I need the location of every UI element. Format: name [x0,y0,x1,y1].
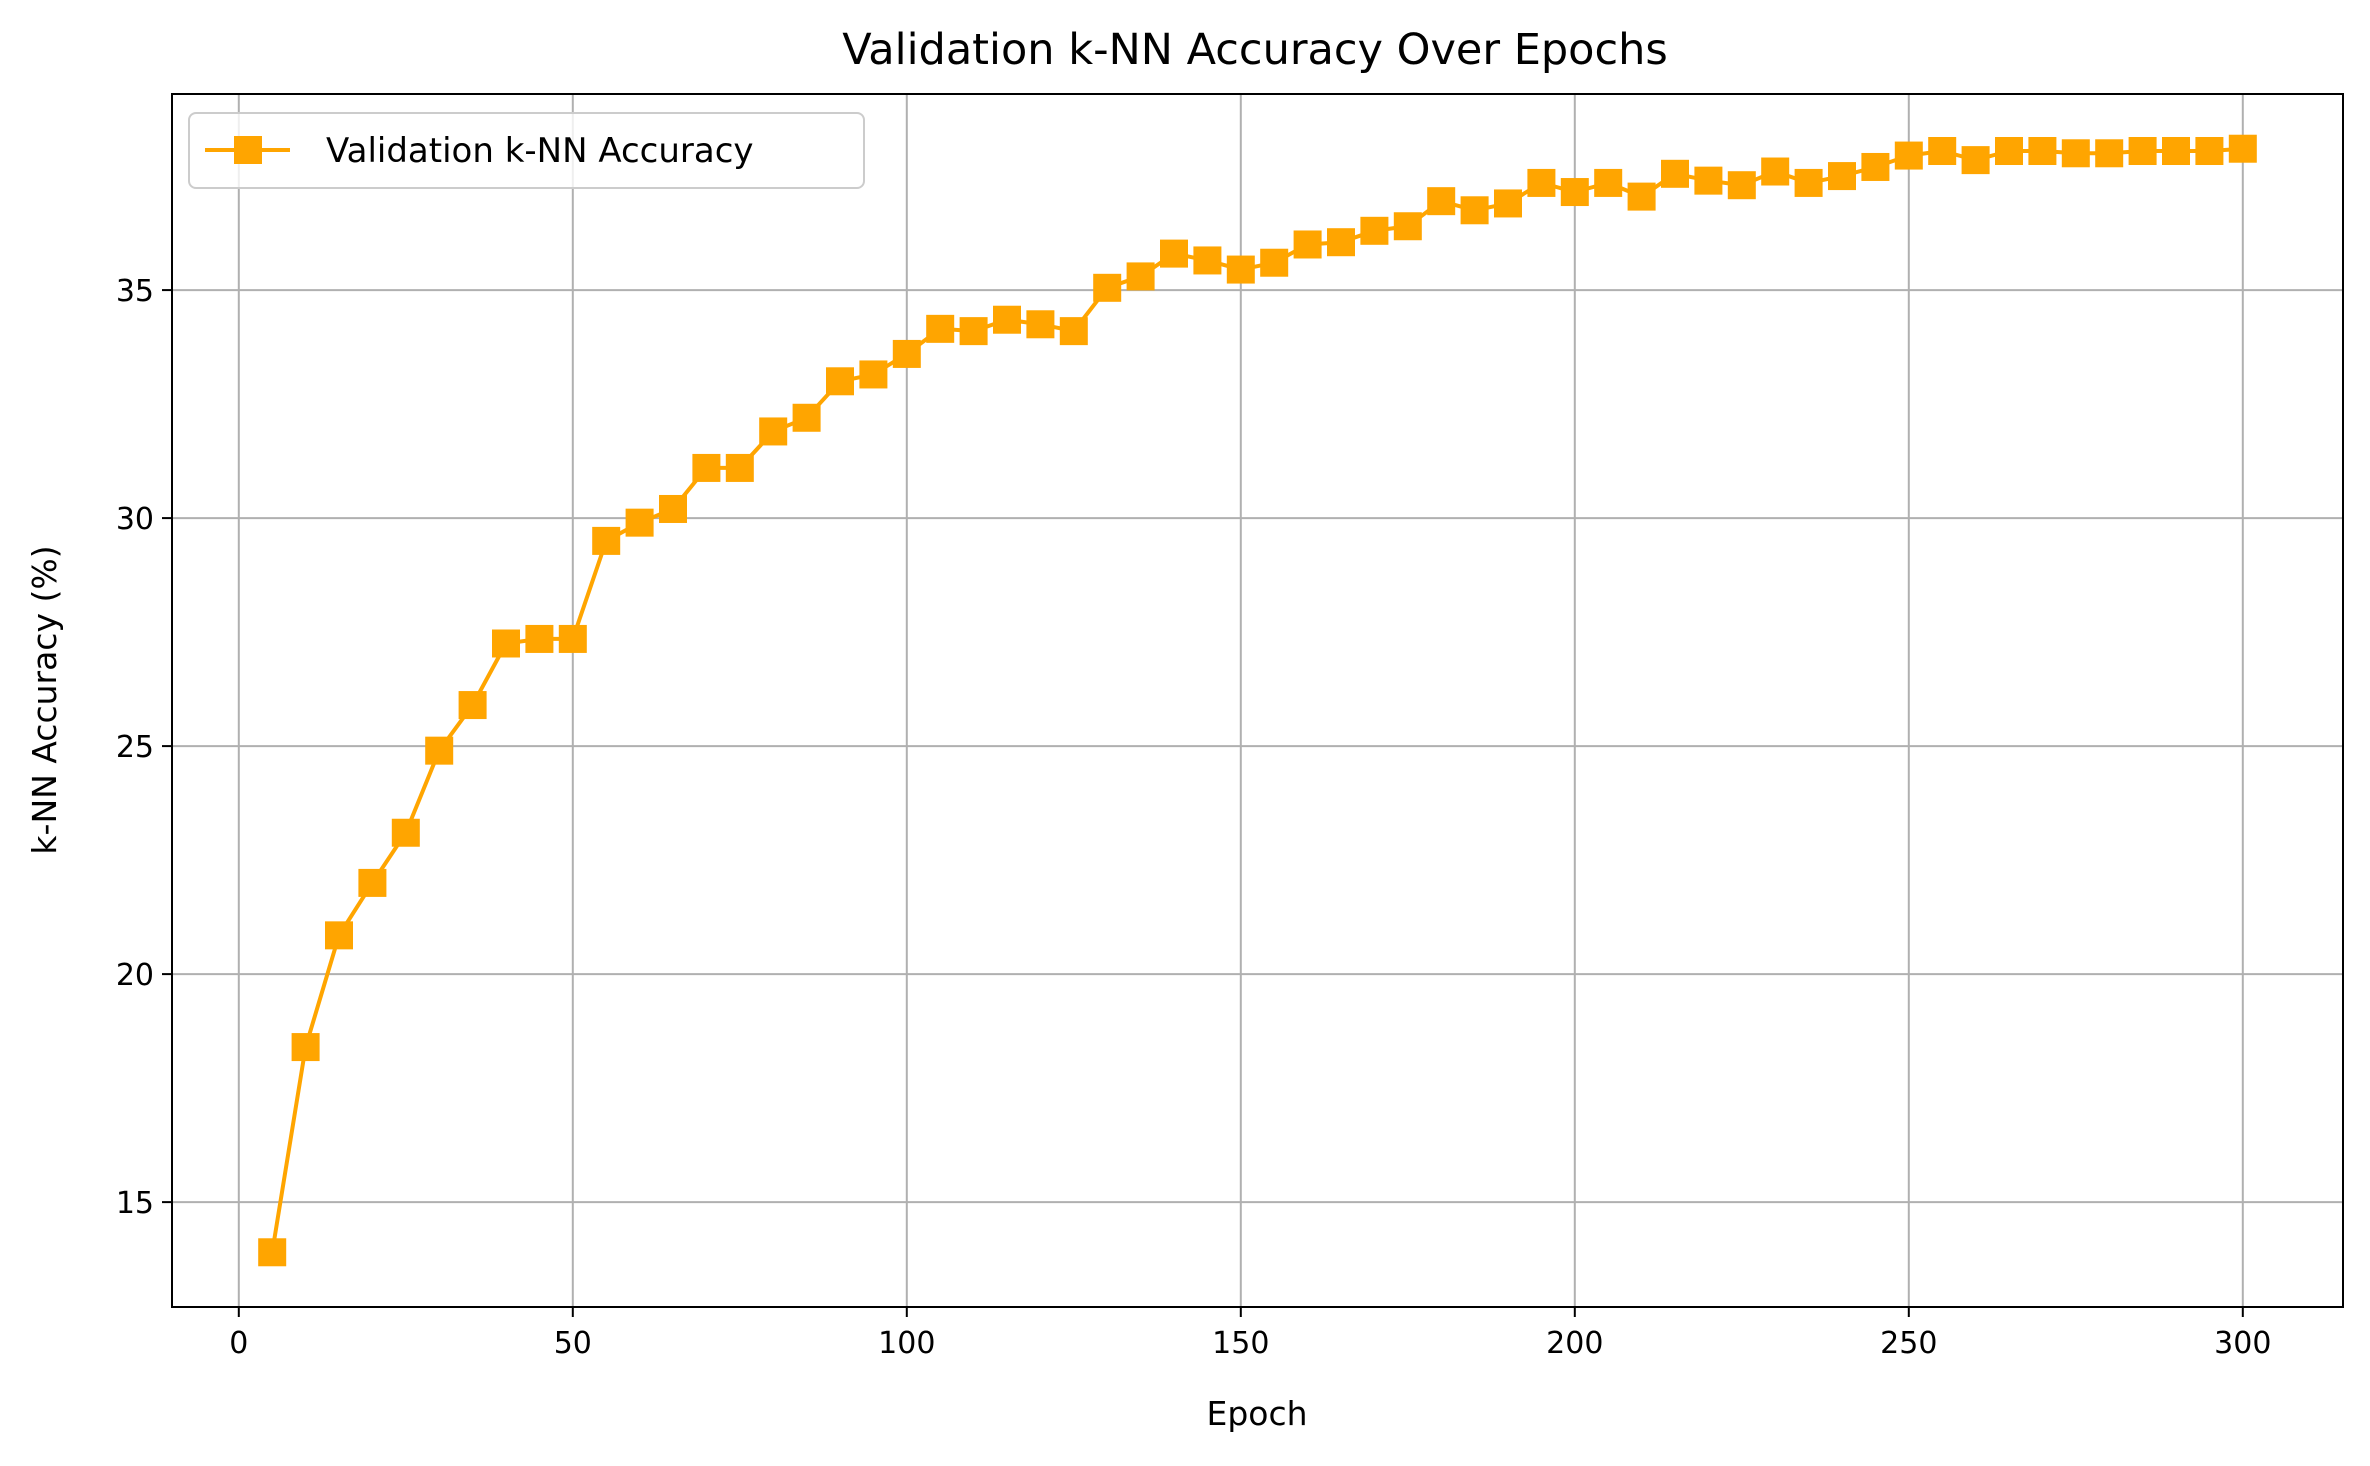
data-point-marker [2162,137,2190,166]
data-point-marker [1093,273,1122,302]
data-point-marker [2061,139,2090,168]
data-point-marker [592,526,621,555]
data-point-marker [659,494,687,523]
data-point-marker [2028,137,2057,166]
x-tick-label: 100 [878,1326,935,1361]
data-point-marker [1627,182,1656,211]
data-point-marker [1961,146,1990,175]
data-point-marker [1327,228,1355,257]
data-point-marker [625,508,654,537]
y-tick-label: 35 [116,274,154,309]
data-point-marker [2128,137,2157,166]
data-point-marker [1460,196,1489,225]
x-tick-label: 0 [229,1326,248,1361]
data-point-marker [358,868,387,897]
data-point-marker [558,624,587,653]
x-tick-label: 300 [2214,1326,2271,1361]
data-point-marker [1794,168,1823,197]
plot-frame [171,93,2344,1308]
chart-title: Validation k-NN Accuracy Over Epochs [842,25,1668,75]
x-tick-label: 50 [554,1326,592,1361]
data-point-marker [826,367,854,396]
legend: Validation k-NN Accuracy [188,112,865,189]
data-point-marker [1260,248,1289,277]
data-point-marker [1861,152,1890,181]
data-point-marker [2095,139,2124,168]
legend-marker [234,136,262,164]
x-tick-label: 250 [1880,1326,1937,1361]
data-point-marker [1694,166,1723,195]
legend-label: Validation k-NN Accuracy [326,131,754,171]
data-point-marker [1594,168,1623,197]
data-point-marker [492,629,520,658]
data-point-marker [1026,310,1055,339]
data-point-marker [1293,230,1322,259]
data-point-marker [1393,212,1422,241]
data-point-marker [1427,187,1456,216]
data-point-marker [1727,171,1756,200]
data-point-marker [391,818,420,847]
data-point-marker [1828,162,1856,191]
data-point-marker [1494,189,1522,218]
data-point-marker [1761,157,1790,186]
data-point-marker [1360,216,1389,245]
series-layer [258,134,2257,1267]
data-point-marker [1560,178,1589,207]
data-point-marker [993,305,1021,334]
data-point-marker [1995,137,2023,166]
y-axis-ticks: 15 20 25 30 35 [116,274,172,1221]
data-point-marker [1661,159,1689,188]
data-point-marker [325,921,353,950]
data-point-marker [291,1033,320,1062]
data-point-marker [1126,262,1155,291]
data-point-marker [892,339,921,368]
data-point-marker [525,624,554,653]
y-tick-label: 30 [116,502,154,537]
data-point-marker [1928,137,1957,166]
grid-lines [172,94,2343,1307]
data-point-marker [1226,255,1255,284]
data-point-marker [458,691,487,720]
data-point-marker [959,317,988,346]
y-tick-label: 15 [116,1186,154,1221]
x-tick-label: 200 [1546,1326,1603,1361]
data-point-marker [1894,141,1923,170]
data-point-marker [1059,317,1088,346]
data-point-marker [859,360,888,389]
x-axis-ticks: 0 50 100 150 200 250 300 [229,1307,2271,1361]
data-point-marker [759,417,788,446]
y-axis-title: k-NN Accuracy (%) [25,545,64,854]
data-point-marker [2228,134,2257,163]
data-point-marker [258,1238,287,1267]
data-point-marker [725,453,754,482]
data-point-marker [1160,239,1188,268]
data-point-marker [425,736,454,765]
data-point-marker [1527,168,1556,197]
y-tick-label: 25 [116,730,154,765]
data-point-marker [792,403,821,432]
data-point-marker [692,453,721,482]
y-tick-label: 20 [116,958,154,993]
data-point-marker [1193,246,1222,275]
x-axis-title: Epoch [1206,1394,1307,1433]
legend-box [188,112,865,189]
x-tick-label: 150 [1212,1326,1269,1361]
data-point-marker [2195,137,2224,166]
data-point-marker [926,314,955,343]
